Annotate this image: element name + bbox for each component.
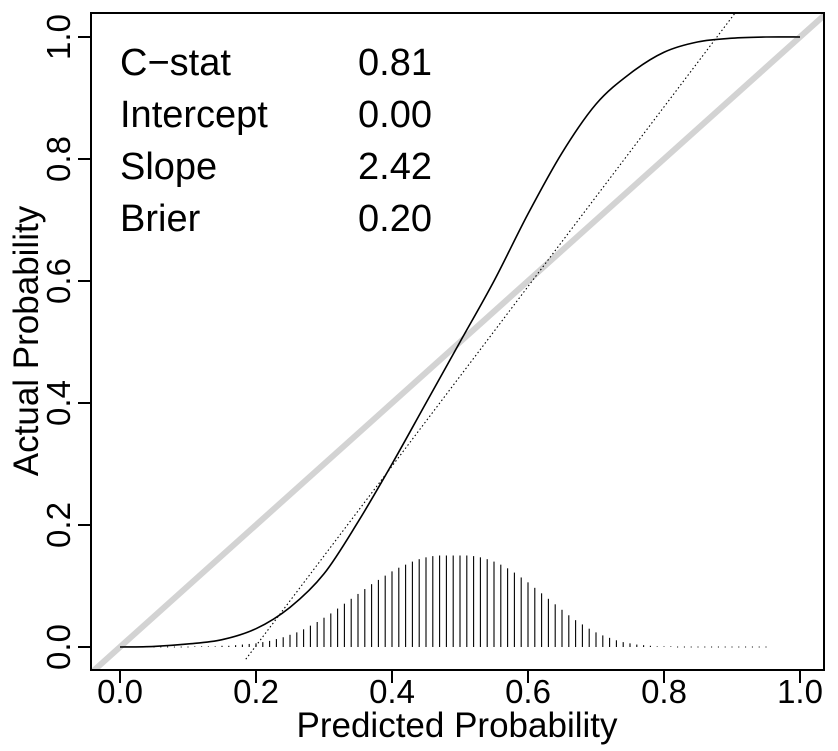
y-tick-label: 1.0	[40, 14, 77, 60]
stat-value: 0.20	[358, 198, 432, 240]
stat-label: Intercept	[120, 94, 268, 136]
y-tick-label: 0.0	[40, 624, 77, 670]
y-tick-label: 0.8	[40, 136, 77, 182]
logistic-fit-line	[245, 13, 736, 660]
plot-frame	[90, 12, 825, 671]
x-tick-label: 1.0	[777, 673, 823, 710]
x-axis-label: Predicted Probability	[297, 706, 618, 745]
y-tick-label: 0.2	[40, 502, 77, 548]
x-tick-label: 0.2	[233, 673, 279, 710]
stat-value: 2.42	[358, 146, 432, 188]
stat-label: Slope	[120, 146, 217, 188]
x-axis: 0.0 0.2 0.4 0.6 0.8 1.0	[97, 670, 823, 710]
stats-table: C−stat 0.81 Intercept 0.00 Slope 2.42 Brier 0.2…	[120, 42, 432, 240]
x-tick-label: 0.0	[97, 673, 143, 710]
stat-value: 0.00	[358, 94, 432, 136]
stat-label: Brier	[120, 198, 201, 240]
x-tick-label: 0.6	[505, 673, 551, 710]
y-axis-label: Actual Probability	[7, 205, 46, 476]
x-tick-label: 0.8	[641, 673, 687, 710]
y-tick-label: 0.4	[40, 380, 77, 426]
stat-value: 0.81	[358, 42, 432, 84]
y-axis: 0.0 0.2 0.4 0.6 0.8 1.0	[40, 14, 91, 670]
plot-region	[91, 13, 824, 670]
stat-label: C−stat	[120, 42, 231, 84]
y-tick-label: 0.6	[40, 258, 77, 304]
calibration-curve	[119, 36, 801, 648]
x-tick-label: 0.4	[369, 673, 415, 710]
